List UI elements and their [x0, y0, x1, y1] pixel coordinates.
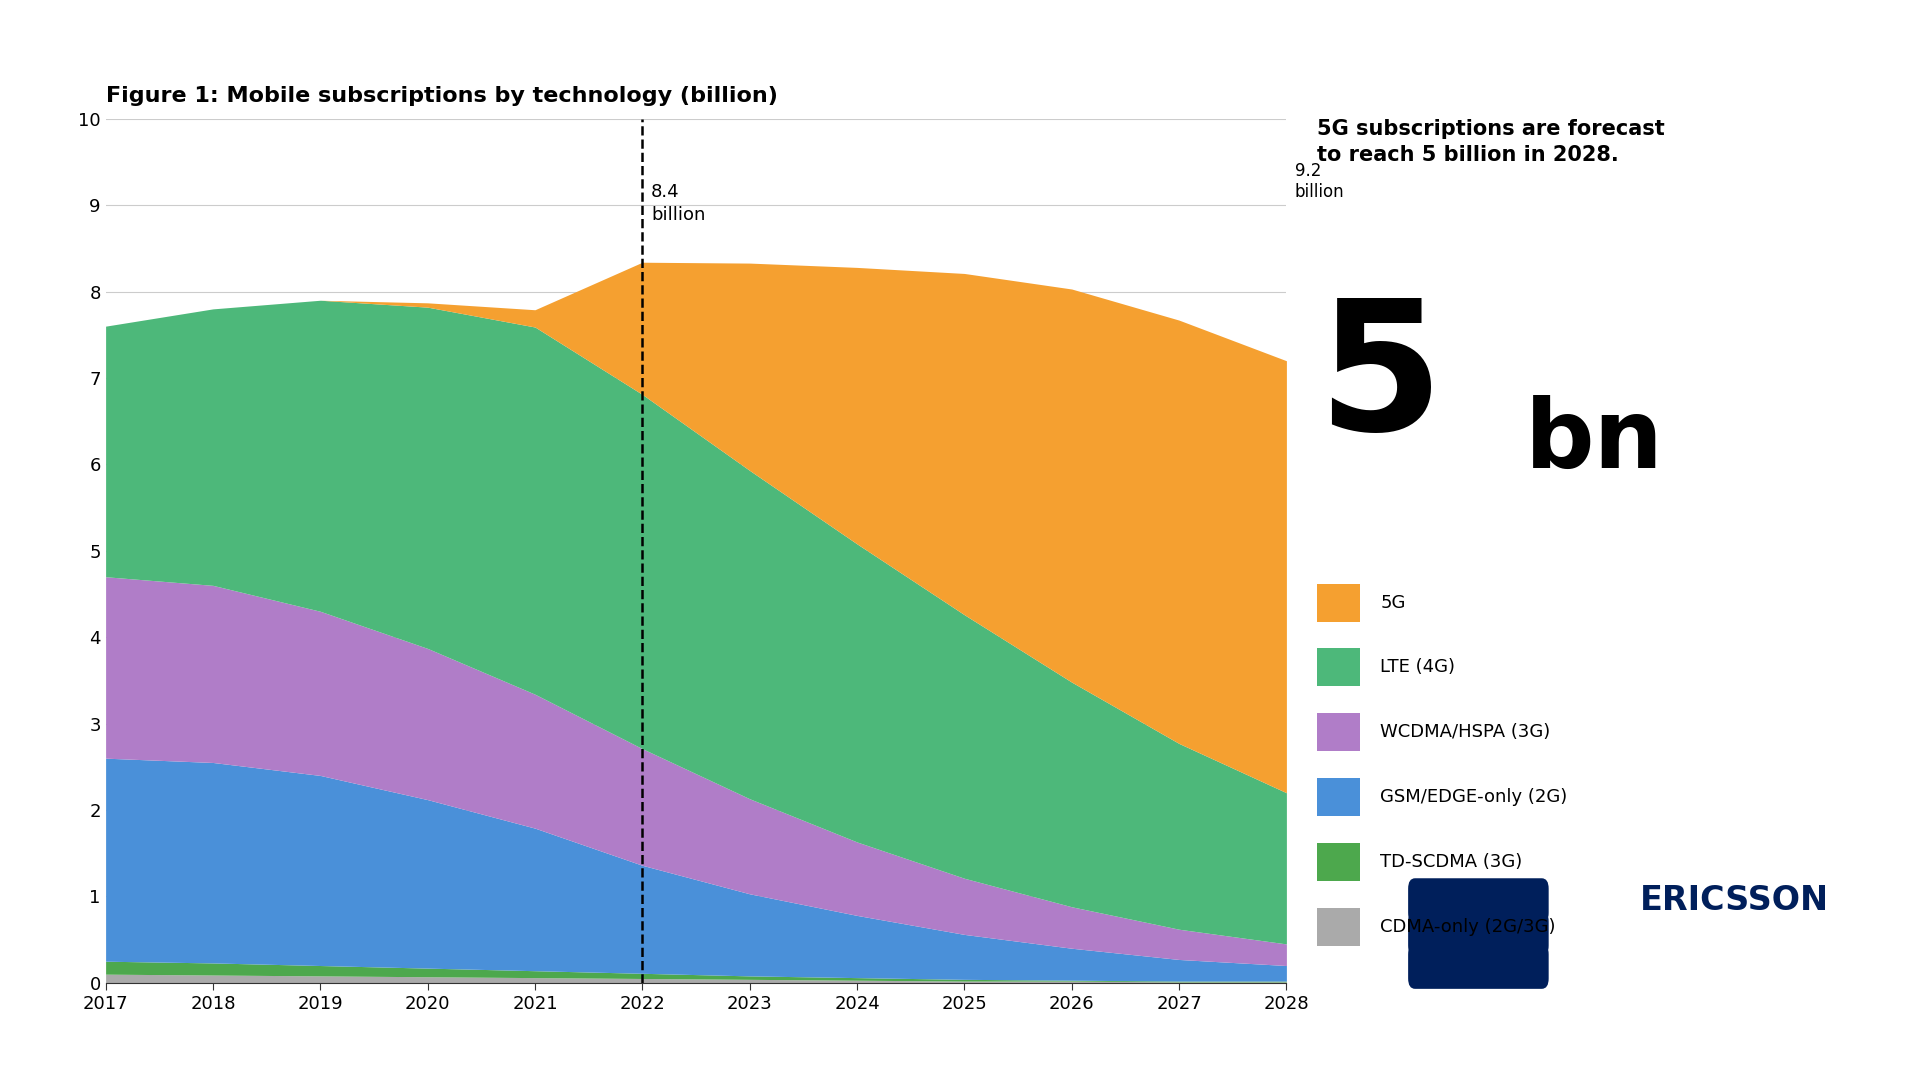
Bar: [1317, 778, 1361, 816]
Bar: [1317, 583, 1361, 622]
Bar: [1317, 648, 1361, 687]
Text: ERICSSON: ERICSSON: [1640, 885, 1830, 917]
Bar: [1317, 907, 1361, 946]
Text: 8.4: 8.4: [651, 183, 680, 201]
FancyBboxPatch shape: [1407, 878, 1549, 923]
Bar: [1317, 842, 1361, 881]
Text: 5G subscriptions are forecast
to reach 5 billion in 2028.: 5G subscriptions are forecast to reach 5…: [1317, 119, 1665, 165]
Text: 9.2
billion: 9.2 billion: [1294, 162, 1344, 201]
Text: bn: bn: [1524, 395, 1663, 488]
Bar: [1317, 713, 1361, 752]
Text: 5G: 5G: [1380, 594, 1405, 611]
Text: TD-SCDMA (3G): TD-SCDMA (3G): [1380, 853, 1523, 870]
Text: billion: billion: [651, 206, 705, 225]
Text: WCDMA/HSPA (3G): WCDMA/HSPA (3G): [1380, 724, 1551, 741]
Text: GSM/EDGE-only (2G): GSM/EDGE-only (2G): [1380, 788, 1569, 806]
FancyBboxPatch shape: [1407, 912, 1549, 956]
Text: 5: 5: [1317, 292, 1442, 468]
Text: CDMA-only (2G/3G): CDMA-only (2G/3G): [1380, 918, 1555, 935]
Text: Figure 1: Mobile subscriptions by technology (billion): Figure 1: Mobile subscriptions by techno…: [106, 86, 778, 106]
Text: LTE (4G): LTE (4G): [1380, 659, 1455, 676]
FancyBboxPatch shape: [1407, 944, 1549, 989]
